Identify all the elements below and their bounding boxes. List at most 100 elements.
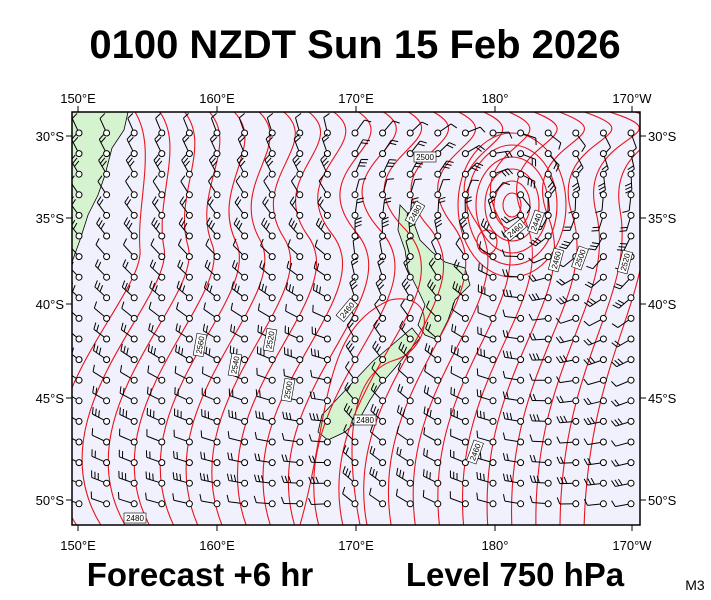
- barb-feather: [528, 294, 533, 301]
- barb-feather: [529, 495, 533, 503]
- barb-feather: [202, 323, 206, 331]
- barb-station: [296, 294, 304, 302]
- barb-station: [599, 417, 607, 425]
- barb-feather: [533, 475, 537, 483]
- barb-feather: [155, 222, 160, 230]
- barb-feather: [282, 411, 285, 419]
- barb-station: [461, 335, 469, 343]
- barb-feather: [625, 186, 632, 190]
- barb-station: [185, 500, 193, 508]
- barb-station: [379, 150, 387, 158]
- barb-feather: [179, 473, 182, 481]
- barb-feather: [235, 175, 241, 182]
- barb-feather: [442, 166, 450, 169]
- barb-feather: [460, 219, 467, 225]
- lon-label: 170°W: [612, 91, 652, 106]
- barb-feather: [154, 133, 160, 140]
- barb-feather: [588, 248, 596, 251]
- barb-station: [268, 376, 276, 384]
- barb-feather: [93, 322, 97, 330]
- barb-feather: [234, 411, 237, 419]
- barb-feather: [617, 358, 624, 364]
- barb-station: [296, 211, 304, 219]
- barb-feather: [558, 142, 562, 150]
- barb-feather: [559, 278, 566, 284]
- barb-station: [434, 479, 442, 487]
- barb-feather: [345, 468, 349, 476]
- barb-feather: [121, 280, 126, 288]
- barb-station: [489, 356, 497, 364]
- barb-station: [544, 129, 552, 137]
- barb-feather: [423, 385, 427, 393]
- barb-station: [544, 397, 552, 405]
- barb-station: [489, 232, 497, 240]
- barb-feather: [97, 261, 102, 269]
- barb-feather: [154, 285, 158, 293]
- barb-station: [572, 356, 580, 364]
- barb-station: [627, 150, 635, 158]
- barb-feather: [529, 373, 533, 381]
- barb-station: [241, 479, 249, 487]
- barb-feather: [96, 324, 100, 332]
- barb-feather: [72, 157, 78, 164]
- barb-feather: [347, 470, 352, 478]
- barb-feather: [483, 411, 485, 419]
- barb-feather: [261, 217, 266, 225]
- barb-station: [406, 273, 414, 281]
- contour-label-text: 2540: [230, 355, 242, 375]
- barb-feather: [264, 154, 270, 161]
- barb-feather: [506, 474, 509, 482]
- barb-station: [434, 129, 442, 137]
- barb-feather: [423, 427, 426, 435]
- barb-feather: [95, 345, 99, 353]
- barb-feather: [396, 446, 399, 454]
- barb-feather: [145, 492, 147, 500]
- barb-station: [544, 417, 552, 425]
- barb-station: [461, 129, 469, 137]
- barb-feather: [423, 448, 425, 456]
- barb-feather: [348, 408, 353, 416]
- barb-feather: [95, 408, 97, 416]
- barb-feather: [414, 165, 422, 168]
- barb-feather: [239, 136, 245, 143]
- barb-feather: [425, 321, 429, 329]
- barb-station: [130, 376, 138, 384]
- barb-station: [379, 294, 387, 302]
- barb-station: [185, 129, 193, 137]
- barb-feather: [236, 285, 240, 293]
- lon-label: 170°E: [338, 538, 374, 553]
- barb-feather: [351, 257, 358, 263]
- barb-station: [489, 500, 497, 508]
- barb-station: [599, 314, 607, 322]
- barb-feather: [229, 345, 232, 353]
- barb-feather: [267, 112, 274, 119]
- barb-feather: [98, 219, 103, 227]
- barb-feather: [255, 410, 258, 418]
- barb-station: [517, 232, 525, 240]
- barb-feather: [426, 470, 428, 478]
- barb-feather: [617, 299, 625, 305]
- barb-feather: [528, 313, 533, 321]
- barb-station: [406, 459, 414, 467]
- barb-feather: [72, 238, 73, 239]
- barb-station: [75, 170, 83, 178]
- barb-feather: [127, 157, 133, 164]
- barb-feather: [562, 295, 568, 302]
- barb-feather: [451, 302, 455, 310]
- barb-station: [434, 397, 442, 405]
- barb-feather: [314, 349, 316, 357]
- barb-feather: [449, 142, 456, 146]
- contour-label: 2500: [413, 151, 437, 163]
- barb-feather: [624, 182, 632, 187]
- barb-feather: [547, 181, 553, 188]
- barb-station: [379, 417, 387, 425]
- barb-feather: [485, 223, 490, 231]
- barb-feather: [590, 245, 598, 248]
- barb-feather: [177, 238, 182, 246]
- barb-station: [130, 294, 138, 302]
- barb-feather: [506, 453, 509, 461]
- lon-label: 160°E: [199, 538, 235, 553]
- barb-station: [599, 191, 607, 199]
- barb-feather: [563, 476, 568, 484]
- barb-feather: [502, 411, 506, 419]
